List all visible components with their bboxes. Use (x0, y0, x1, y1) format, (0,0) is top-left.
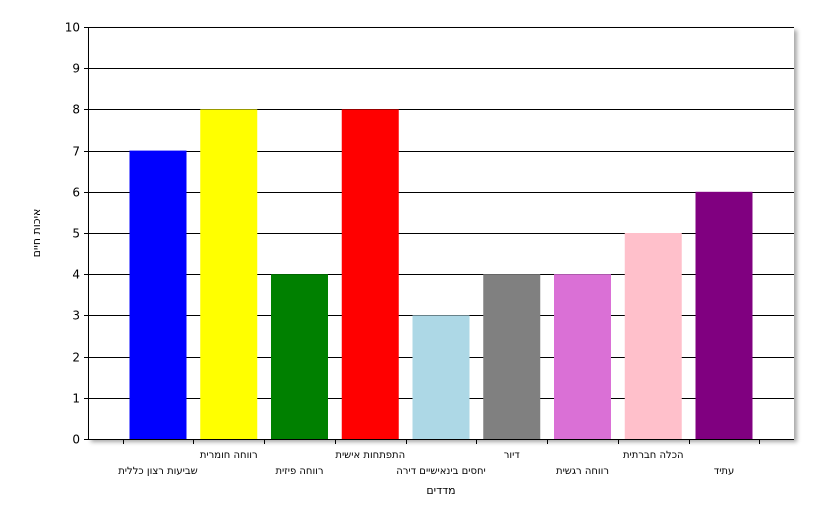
y-tick-label: 7 (72, 145, 80, 159)
x-axis-title: מדדים (426, 484, 455, 497)
bar (695, 191, 753, 439)
y-tick-label: 8 (72, 103, 80, 117)
y-tick-label: 9 (72, 62, 80, 76)
x-tick-label: עתיד (714, 466, 735, 477)
bars (129, 109, 753, 440)
y-tick-label: 2 (72, 351, 80, 365)
x-tick-label: דיור (504, 450, 521, 461)
bar (341, 109, 399, 440)
y-tick-label: 4 (72, 268, 80, 282)
x-tick-label: התפתחות אישית (335, 450, 405, 461)
y-axis-title: איכות חיים (30, 209, 43, 258)
x-tick-label: הכלה חברתית (623, 450, 684, 461)
y-tick-label: 10 (65, 21, 80, 35)
x-tick-label: רווחה חומרית (200, 450, 258, 461)
bar (271, 274, 328, 439)
bar (129, 150, 187, 439)
y-tick-label: 5 (72, 227, 80, 241)
y-tick-label: 0 (72, 433, 80, 447)
y-tick-label: 1 (72, 392, 80, 406)
bar (554, 274, 611, 439)
x-tick-label: רווחה רגשית (556, 466, 609, 477)
x-tick-label: שביעות רצון כללית (118, 466, 198, 477)
axes (84, 27, 794, 444)
bar (624, 233, 682, 439)
y-tick-label: 3 (72, 309, 80, 323)
bar (483, 274, 541, 439)
x-tick-label: יחסים בינאישיים דירה (396, 466, 486, 477)
y-tick-label: 6 (72, 186, 80, 200)
bar (200, 109, 258, 440)
bar (412, 315, 470, 439)
x-tick-label: רווחה פיזית (275, 466, 323, 477)
